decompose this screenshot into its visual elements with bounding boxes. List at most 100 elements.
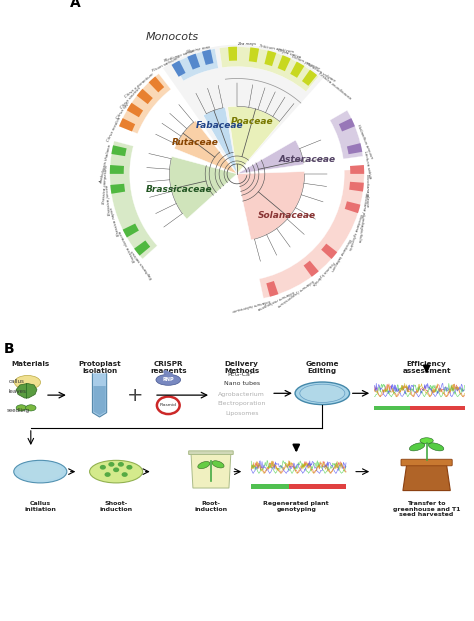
Wedge shape [119,118,135,132]
Wedge shape [111,145,127,156]
Text: Brassica oleracea: Brassica oleracea [118,230,137,263]
Wedge shape [110,165,124,174]
Wedge shape [264,50,276,66]
Text: Festuca arundinacea: Festuca arundinacea [318,71,352,100]
Wedge shape [259,170,364,298]
Ellipse shape [18,463,62,481]
Text: Transfer to
greenhouse and T1
seed harvested: Transfer to greenhouse and T1 seed harve… [393,501,460,517]
Wedge shape [321,243,337,259]
Text: Agrobacterium: Agrobacterium [219,392,265,397]
Text: Poaceae: Poaceae [231,117,273,126]
Wedge shape [278,55,291,71]
Text: Shoot-
induction: Shoot- induction [100,501,133,512]
Wedge shape [137,89,153,104]
Wedge shape [349,182,364,192]
Text: Nano tubes: Nano tubes [224,381,260,386]
Text: Nicotiana sylvestris: Nicotiana sylvestris [347,214,363,251]
Text: Electroporation: Electroporation [218,401,266,406]
Text: Solanum melongena: Solanum melongena [257,289,295,310]
Ellipse shape [212,461,224,468]
Circle shape [157,397,180,414]
Wedge shape [187,53,200,70]
Wedge shape [339,118,355,132]
Wedge shape [174,120,237,174]
Text: Pisum sativum: Pisum sativum [152,56,179,73]
Polygon shape [92,373,107,417]
Text: Plasmid: Plasmid [160,403,177,407]
Text: PEG-Ca²⁺: PEG-Ca²⁺ [228,372,256,377]
Wedge shape [228,47,237,61]
Wedge shape [169,156,237,219]
Text: Medicago sativa: Medicago sativa [164,49,195,63]
Text: B: B [4,342,14,356]
Wedge shape [290,61,304,78]
Bar [251,484,289,489]
Text: Triticum aestivum: Triticum aestivum [259,43,294,54]
Ellipse shape [14,460,67,483]
Text: Efficiency
assessment: Efficiency assessment [402,361,451,373]
Ellipse shape [410,443,425,451]
Wedge shape [110,184,125,194]
Wedge shape [237,140,304,174]
Wedge shape [345,201,360,213]
Circle shape [118,462,124,467]
Text: Lactuca sativa: Lactuca sativa [363,151,372,179]
Text: Protoplast
isolation: Protoplast isolation [78,361,121,373]
Ellipse shape [14,376,40,389]
Wedge shape [110,141,157,259]
Ellipse shape [428,443,444,451]
Text: Solanum lycopersicum: Solanum lycopersicum [276,278,315,307]
Text: CRISPR
reagents: CRISPR reagents [150,361,187,373]
Circle shape [121,472,128,477]
Bar [374,406,410,410]
Text: leaves: leaves [9,389,27,394]
Text: Delivery
Methods: Delivery Methods [224,361,259,373]
Circle shape [100,465,106,469]
Circle shape [113,468,119,472]
Wedge shape [303,261,319,277]
Wedge shape [172,61,186,77]
Wedge shape [127,102,143,117]
Text: Lolium perenne: Lolium perenne [291,54,320,71]
Ellipse shape [420,438,433,443]
Wedge shape [347,143,362,154]
Text: seedling: seedling [7,408,30,413]
Text: Brassica juncea: Brassica juncea [105,185,112,215]
Wedge shape [163,45,323,174]
Wedge shape [249,47,259,62]
Text: Nicotiana tabacum: Nicotiana tabacum [329,238,351,272]
Text: Rutaceae: Rutaceae [173,138,219,147]
Wedge shape [203,107,237,174]
Ellipse shape [156,374,181,385]
Text: Petunia hybrida: Petunia hybrida [311,260,335,285]
Wedge shape [228,106,281,174]
Text: RNP: RNP [163,378,174,383]
Text: A: A [70,0,81,10]
Text: Nicotiana glauca: Nicotiana glauca [365,174,369,207]
Polygon shape [16,383,37,398]
Text: +: + [127,386,143,405]
Circle shape [108,462,115,467]
Wedge shape [173,48,219,81]
Text: Zea mays: Zea mays [237,42,256,46]
Text: Callus
initiation: Callus initiation [24,501,56,512]
Text: Fabaceae: Fabaceae [195,121,243,130]
Wedge shape [266,281,278,297]
Text: Asteraceae: Asteraceae [278,155,336,163]
Text: Citrus sinensis: Citrus sinensis [120,86,142,109]
Text: Monocots: Monocots [146,32,199,42]
Ellipse shape [16,405,27,411]
Wedge shape [149,76,164,93]
Bar [289,484,346,489]
Text: Oryza sativa: Oryza sativa [277,48,301,60]
Text: Arabidopsis thaliana: Arabidopsis thaliana [99,144,112,184]
Ellipse shape [26,405,36,411]
Text: Citrus x aurantium: Citrus x aurantium [124,73,155,99]
Wedge shape [123,224,139,237]
Wedge shape [219,47,319,92]
Wedge shape [237,171,305,240]
Text: Glycine max: Glycine max [186,45,210,53]
Ellipse shape [295,382,350,405]
Circle shape [104,472,111,477]
Circle shape [127,465,133,469]
